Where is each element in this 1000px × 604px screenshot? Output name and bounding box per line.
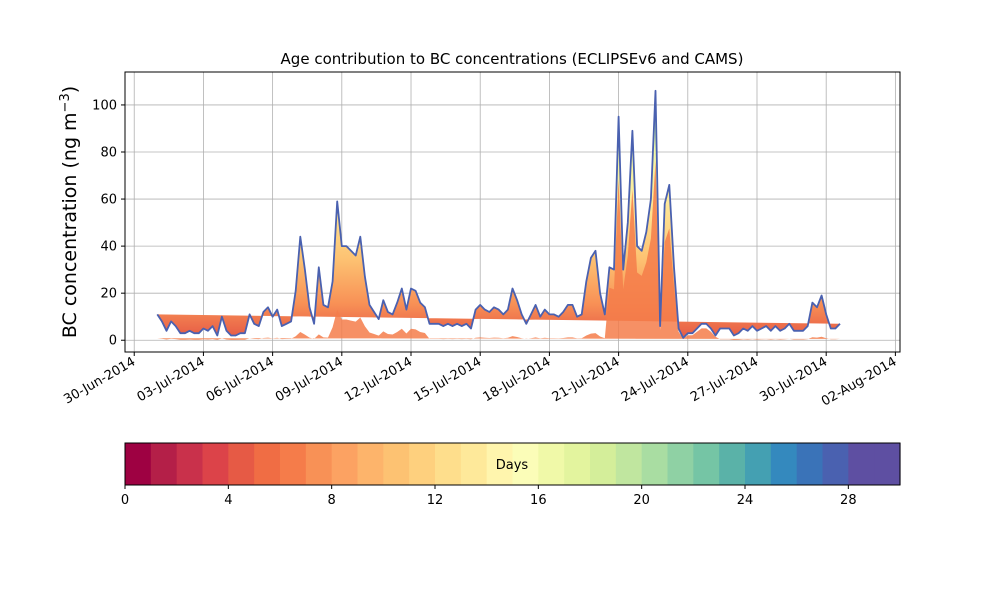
colorbar-swatch [615, 443, 643, 485]
y-tick-label: 80 [100, 146, 117, 161]
colorbar-swatch [305, 443, 333, 485]
colorbar-tick-label: 24 [737, 493, 754, 508]
age-stacked-area [157, 90, 841, 338]
x-tick-label: 12-Jul-2014 [342, 354, 415, 405]
colorbar-swatch [745, 443, 772, 485]
colorbar-tick-label: 12 [427, 493, 444, 508]
y-axis-label-main: BC concentration (ng m [59, 112, 81, 338]
x-tick-label: 27-Jul-2014 [688, 354, 761, 405]
colorbar-tick-label: 0 [121, 493, 129, 508]
y-tick-label: 0 [109, 334, 117, 349]
colorbar-swatch [564, 443, 591, 485]
colorbar-swatch [150, 443, 178, 485]
y-tick-label: 60 [100, 193, 117, 208]
y-tick-label: 20 [100, 287, 117, 302]
colorbar-swatch [460, 443, 488, 485]
colorbar-swatch [280, 443, 307, 485]
colorbar-swatch [435, 443, 462, 485]
colorbar-swatch [822, 443, 849, 485]
colorbar-swatch [331, 443, 359, 485]
x-tick-label: 06-Jul-2014 [204, 354, 277, 405]
colorbar-frame [124, 442, 901, 486]
colorbar-tick-label: 28 [840, 493, 857, 508]
colorbar-swatch [383, 443, 410, 485]
colorbar-tick-label: 16 [530, 493, 547, 508]
colorbar-swatch [667, 443, 694, 485]
y-axis-ticks: 0 20 40 60 80 100 [92, 98, 125, 349]
young-age-area [157, 160, 841, 340]
x-tick-label: 09-Jul-2014 [273, 354, 346, 405]
x-tick-label: 24-Jul-2014 [619, 354, 692, 405]
x-tick-label: 03-Jul-2014 [135, 354, 208, 405]
x-tick-label: 21-Jul-2014 [550, 354, 623, 405]
colorbar-swatch [254, 443, 281, 485]
colorbar-tick-label: 4 [224, 493, 232, 508]
colorbar-swatch [590, 443, 617, 485]
chart-title: Age contribution to BC concentrations (E… [281, 50, 744, 68]
colorbar-tick-label: 8 [328, 493, 336, 508]
colorbar-swatch [486, 443, 514, 485]
colorbar-swatch [176, 443, 204, 485]
stacked-area-layer [156, 89, 841, 340]
x-axis-ticks: 30-Jun-201403-Jul-201406-Jul-201409-Jul-… [61, 352, 899, 410]
colorbar-swatch [693, 443, 720, 485]
colorbar-swatch [796, 443, 824, 485]
total-concentration-line [156, 89, 841, 339]
y-tick-label: 40 [100, 240, 117, 255]
x-tick-label: 18-Jul-2014 [481, 354, 554, 405]
colorbar-ticks: 0 4 8 12 16 20 24 28 [121, 485, 857, 508]
y-axis-label-tail: ) [59, 86, 81, 93]
x-tick-label: 30-Jun-2014 [61, 354, 138, 407]
colorbar-swatch [641, 443, 669, 485]
colorbar [125, 443, 901, 485]
y-axis-label: BC concentration (ng m−3) [58, 86, 81, 338]
colorbar-swatch [538, 443, 565, 485]
y-axis-label-sup: −3 [58, 93, 73, 112]
colorbar-swatch [512, 443, 539, 485]
colorbar-swatch [409, 443, 436, 485]
x-tick-label: 15-Jul-2014 [411, 354, 484, 405]
colorbar-swatch [202, 443, 229, 485]
colorbar-swatch [228, 443, 255, 485]
colorbar-tick-label: 20 [633, 493, 650, 508]
colorbar-swatch [125, 443, 152, 485]
colorbar-swatch [770, 443, 798, 485]
colorbar-swatch [848, 443, 875, 485]
colorbar-swatch [357, 443, 384, 485]
x-tick-label: 02-Aug-2014 [819, 354, 899, 409]
colorbar-label: Days [496, 458, 529, 473]
plot-frame [124, 71, 901, 353]
colorbar-swatch [874, 443, 901, 485]
colorbar-swatch [719, 443, 746, 485]
y-tick-label: 100 [92, 98, 117, 113]
